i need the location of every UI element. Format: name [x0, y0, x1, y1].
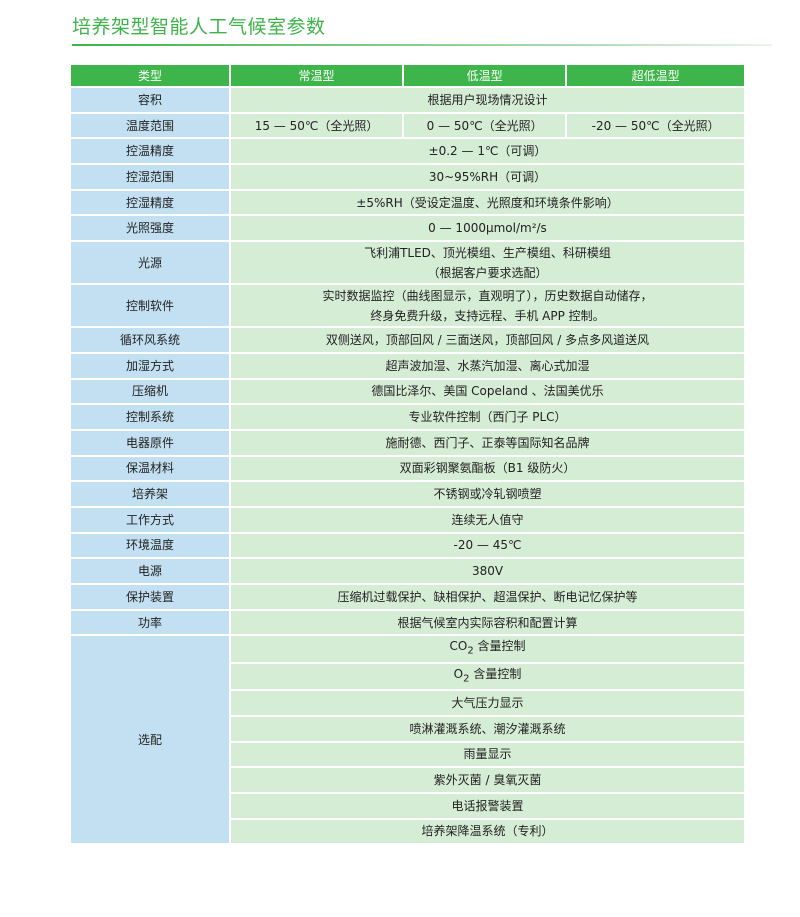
value-line: 飞利浦TLED、顶光模组、生产模组、科研模组: [364, 245, 611, 260]
row-label: 工作方式: [71, 507, 229, 532]
row-label: 电器原件: [71, 430, 229, 455]
row-value: -20 — 45℃: [231, 533, 744, 558]
row-label: 控温精度: [71, 139, 229, 164]
row-label: 容积: [71, 88, 229, 112]
option-item: 培养架降温系统（专利）: [231, 819, 744, 844]
row-value: 根据气候室内实际容积和配置计算: [231, 610, 744, 635]
row-value: 380V: [231, 559, 744, 583]
option-item: 紫外灭菌 / 臭氧灭菌: [231, 768, 744, 792]
row-value: 施耐德、西门子、正泰等国际知名品牌: [231, 430, 744, 455]
row-label: 光照强度: [71, 216, 229, 241]
row-value: 连续无人值守: [231, 507, 744, 532]
row-label: 电源: [71, 559, 229, 583]
option-item: 电话报警装置: [231, 793, 744, 818]
row-label: 温度范围: [71, 113, 229, 138]
row-value: 0 — 50℃（全光照）: [404, 113, 566, 138]
row-label: 保护装置: [71, 585, 229, 609]
value-line: （根据客户要求选配）: [427, 265, 548, 280]
header-cell: 超低温型: [567, 65, 744, 86]
table-row: 控制软件 实时数据监控（曲线图显示，直观明了），历史数据自动储存， 终身免费升级，支…: [71, 285, 744, 327]
row-value: ±5%RH（受设定温度、光照度和环境条件影响）: [231, 190, 744, 215]
row-label: 控湿范围: [71, 165, 229, 189]
row-value: 双侧送风，顶部回风 / 三面送风，顶部回风 / 多点多风道送风: [231, 328, 744, 352]
table-row: 雨量显示: [71, 742, 744, 767]
table-row: 温度范围 15 — 50℃（全光照） 0 — 50℃（全光照） -20 — 50℃（全…: [71, 113, 744, 138]
table-row: 电源 380V: [71, 559, 744, 583]
table-row: 工作方式 连续无人值守: [71, 507, 744, 532]
table-row: 大气压力显示: [71, 691, 744, 715]
table-row: 循环风系统 双侧送风，顶部回风 / 三面送风，顶部回风 / 多点多风道送风: [71, 328, 744, 352]
table-row: O2 含量控制: [71, 663, 744, 690]
row-label: 环境温度: [71, 533, 229, 558]
option-item: 雨量显示: [231, 742, 744, 767]
table-row: 容积 根据用户现场情况设计: [71, 88, 744, 112]
row-value: 德国比泽尔、美国 Copeland 、法国美优乐: [231, 379, 744, 404]
table-row: 培养架 不锈钢或冷轧钢喷塑: [71, 482, 744, 506]
option-text: 含量控制: [473, 639, 526, 654]
row-value: 15 — 50℃（全光照）: [231, 113, 403, 138]
table-row: 保温材料 双面彩钢聚氨酯板（B1 级防火）: [71, 456, 744, 481]
table-row: 培养架降温系统（专利）: [71, 819, 744, 844]
row-label: 功率: [71, 610, 229, 635]
table-row: 控湿范围 30~95%RH（可调）: [71, 165, 744, 189]
row-value: 压缩机过载保护、缺相保护、超温保护、断电记忆保护等: [231, 585, 744, 609]
row-value: 超声波加湿、水蒸汽加湿、离心式加湿: [231, 353, 744, 378]
option-item: 大气压力显示: [231, 691, 744, 715]
table-row: 光源 飞利浦TLED、顶光模组、生产模组、科研模组 （根据客户要求选配）: [71, 242, 744, 284]
table-row: 保护装置 压缩机过载保护、缺相保护、超温保护、断电记忆保护等: [71, 585, 744, 609]
option-item: 喷淋灌溉系统、潮汐灌溉系统: [231, 716, 744, 741]
table-row: 压缩机 德国比泽尔、美国 Copeland 、法国美优乐: [71, 379, 744, 404]
table-row: 控温精度 ±0.2 — 1℃（可调）: [71, 139, 744, 164]
table-row: 电话报警装置: [71, 793, 744, 818]
row-label: 控湿精度: [71, 190, 229, 215]
row-value: ±0.2 — 1℃（可调）: [231, 139, 744, 164]
row-value: 不锈钢或冷轧钢喷塑: [231, 482, 744, 506]
row-value: 双面彩钢聚氨酯板（B1 级防火）: [231, 456, 744, 481]
table-row: 环境温度 -20 — 45℃: [71, 533, 744, 558]
row-value: -20 — 50℃（全光照）: [567, 113, 744, 138]
table-row: 喷淋灌溉系统、潮汐灌溉系统: [71, 716, 744, 741]
table-row: 光照强度 0 — 1000μmol/m²/s: [71, 216, 744, 241]
header-cell: 常温型: [231, 65, 403, 86]
table-row: 控制系统 专业软件控制（西门子 PLC）: [71, 405, 744, 429]
options-label: 选配: [71, 636, 229, 844]
table-row: 电器原件 施耐德、西门子、正泰等国际知名品牌: [71, 430, 744, 455]
table-row: 加湿方式 超声波加湿、水蒸汽加湿、离心式加湿: [71, 353, 744, 378]
page-title: 培养架型智能人工气候室参数: [72, 16, 326, 38]
row-value: 30~95%RH（可调）: [231, 165, 744, 189]
option-text: 含量控制: [469, 666, 522, 681]
option-co2: CO2 含量控制: [231, 636, 744, 662]
header-cell: 类型: [71, 65, 229, 86]
table-row: 选配 CO2 含量控制: [71, 636, 744, 844]
row-label: 培养架: [71, 482, 229, 506]
option-text: 2: [463, 673, 470, 685]
table-row: 紫外灭菌 / 臭氧灭菌: [71, 768, 744, 792]
row-value: 专业软件控制（西门子 PLC）: [231, 405, 744, 429]
option-text: 2: [467, 645, 474, 657]
row-label: 加湿方式: [71, 353, 229, 378]
row-label: 控制系统: [71, 405, 229, 429]
row-value: 实时数据监控（曲线图显示，直观明了），历史数据自动储存， 终身免费升级，支持远程、…: [231, 285, 744, 327]
title-divider: [72, 44, 772, 46]
spec-table: 类型 常温型 低温型 超低温型 容积 根据用户现场情况设计 温度范围 15 — 50℃…: [69, 63, 746, 845]
value-line: 终身免费升级，支持远程、手机 APP 控制。: [370, 308, 605, 323]
table-row: 功率 根据气候室内实际容积和配置计算: [71, 610, 744, 635]
table-row: 控湿精度 ±5%RH（受设定温度、光照度和环境条件影响）: [71, 190, 744, 215]
row-label: 压缩机: [71, 379, 229, 404]
row-value: 根据用户现场情况设计: [231, 88, 744, 112]
row-label: 光源: [71, 242, 229, 284]
option-o2: O2 含量控制: [231, 663, 744, 690]
row-value: 0 — 1000μmol/m²/s: [231, 216, 744, 241]
value-line: 实时数据监控（曲线图显示，直观明了），历史数据自动储存，: [322, 288, 653, 303]
row-value: 飞利浦TLED、顶光模组、生产模组、科研模组 （根据客户要求选配）: [231, 242, 744, 284]
row-label: 控制软件: [71, 285, 229, 327]
row-label: 循环风系统: [71, 328, 229, 352]
header-cell: 低温型: [404, 65, 566, 86]
row-label: 保温材料: [71, 456, 229, 481]
option-text: O: [453, 666, 464, 681]
option-text: CO: [449, 639, 468, 654]
header-row: 类型 常温型 低温型 超低温型: [71, 65, 744, 86]
